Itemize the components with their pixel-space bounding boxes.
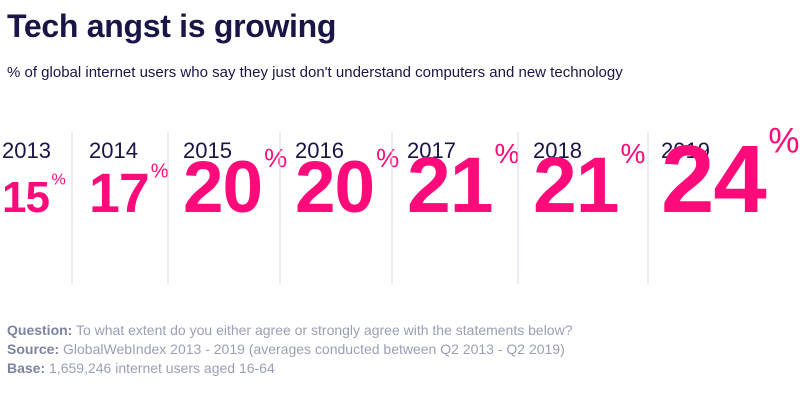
- value-label: 21: [407, 141, 493, 229]
- value-label: 15: [2, 173, 49, 222]
- percent-sign: %: [264, 143, 287, 173]
- percent-sign: %: [768, 121, 799, 160]
- year-label: 2015: [183, 138, 232, 163]
- source-label: Source:: [7, 341, 60, 357]
- percent-sign: %: [621, 138, 646, 169]
- value-label: 24: [661, 126, 766, 233]
- question-text: To what extent do you either agree or st…: [75, 322, 573, 338]
- percent-sign: %: [495, 138, 520, 169]
- percent-sign: %: [51, 172, 65, 189]
- source-text: GlobalWebIndex 2013 - 2019 (averages con…: [63, 341, 565, 357]
- value-label: 20: [295, 147, 374, 228]
- chart-title: Tech angst is growing: [7, 8, 337, 44]
- year-label: 2018: [533, 138, 582, 163]
- base-text: 1,659,246 internet users aged 16-64: [49, 360, 275, 376]
- question-label: Question:: [7, 322, 73, 338]
- value-label: 17: [89, 162, 149, 224]
- year-label: 2019: [661, 138, 710, 163]
- base-note: Base: 1,659,246 internet users aged 16-6…: [7, 359, 573, 378]
- year-label: 2013: [2, 138, 51, 163]
- value-label: 20: [183, 147, 262, 228]
- year-label: 2017: [407, 138, 456, 163]
- percent-sign: %: [376, 143, 399, 173]
- base-label: Base:: [7, 360, 46, 376]
- value-label: 21: [533, 141, 619, 229]
- percent-sign: %: [151, 161, 169, 183]
- chart-notes: Question: To what extent do you either a…: [7, 321, 573, 378]
- chart-subtitle: % of global internet users who say they …: [7, 64, 623, 81]
- source-note: Source: GlobalWebIndex 2013 - 2019 (aver…: [7, 340, 573, 359]
- year-label: 2016: [295, 138, 344, 163]
- question-note: Question: To what extent do you either a…: [7, 321, 573, 340]
- year-label: 2014: [89, 138, 138, 163]
